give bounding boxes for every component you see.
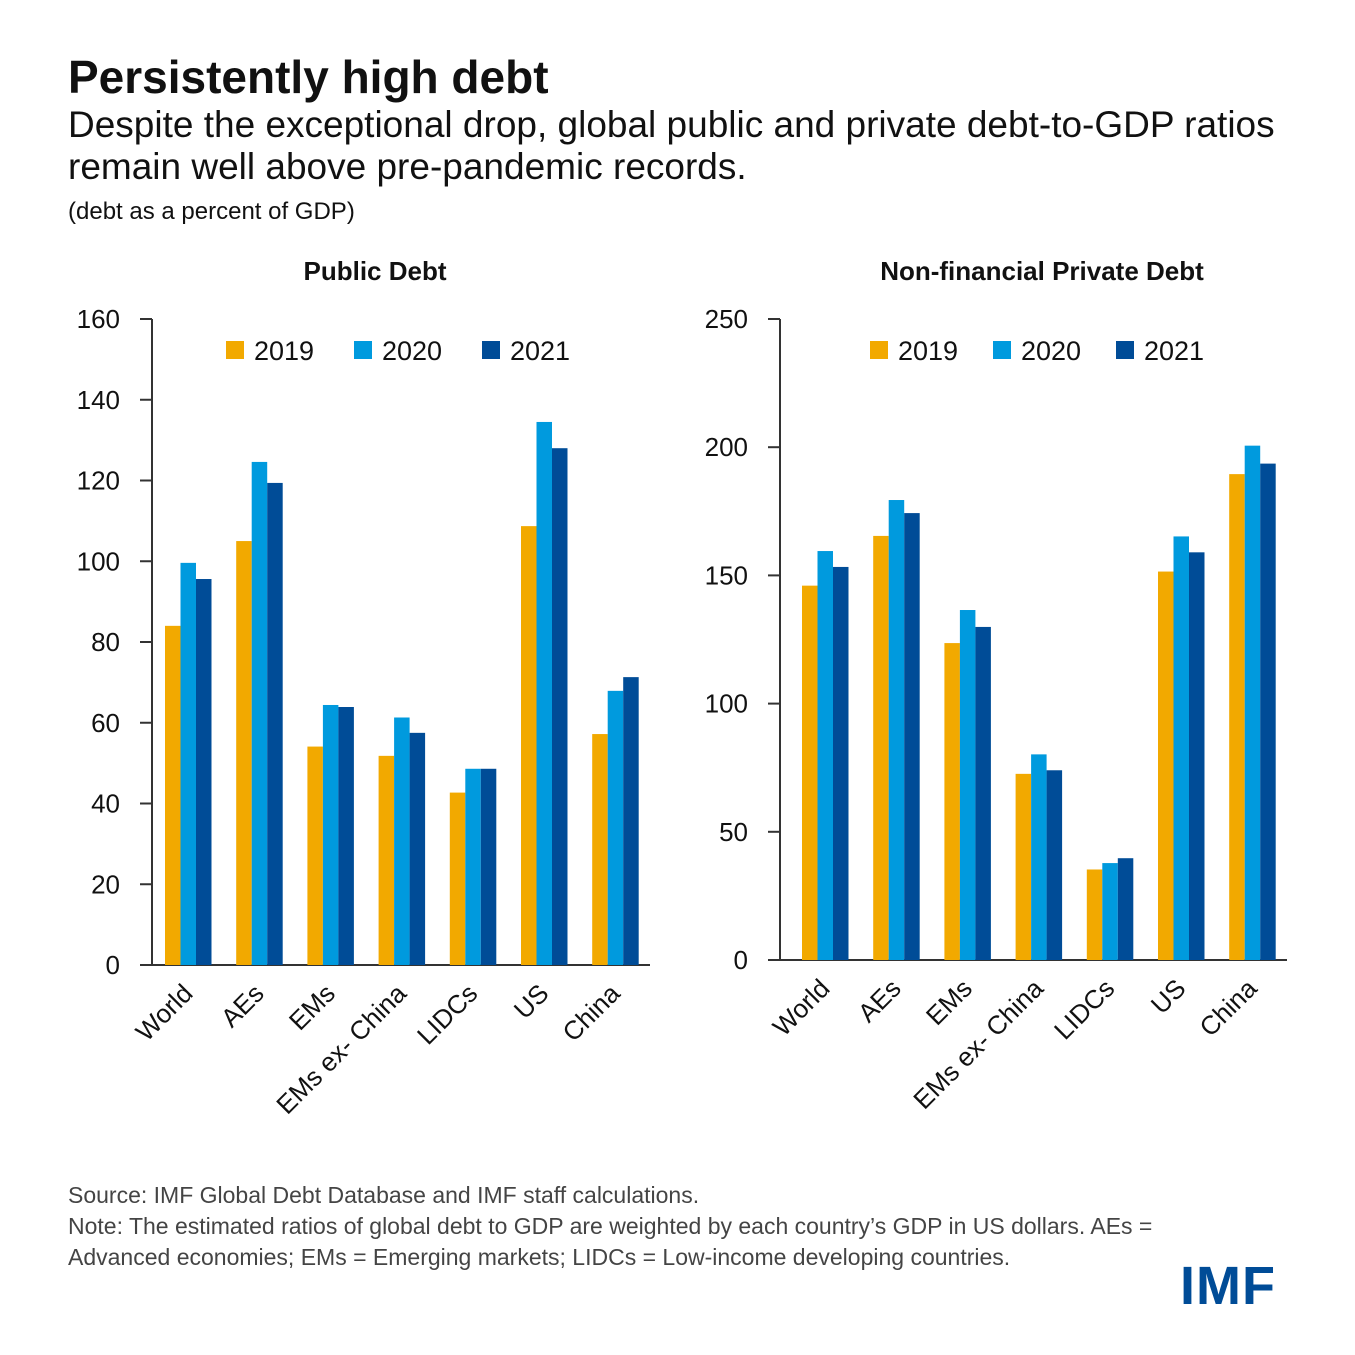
bar-2021-ems-ex-china bbox=[1046, 770, 1063, 960]
units-label: (debt as a percent of GDP) bbox=[68, 198, 355, 225]
y-tick-label: 160 bbox=[77, 304, 120, 334]
category-label: AEs bbox=[852, 973, 907, 1028]
y-tick-label: 0 bbox=[106, 950, 120, 980]
legend-label-2020: 2020 bbox=[1021, 336, 1081, 366]
bar-2021-china bbox=[623, 677, 639, 965]
bar-2020-ems bbox=[322, 704, 339, 965]
bar-2021-ems bbox=[338, 707, 354, 965]
legend-swatch-2021 bbox=[1116, 341, 1134, 359]
page-title: Persistently high debt bbox=[68, 51, 549, 103]
bar-2019-ems bbox=[307, 746, 323, 965]
legend-swatch-2019 bbox=[226, 341, 244, 359]
chart-title: Public Debt bbox=[303, 256, 446, 286]
y-tick-label: 0 bbox=[734, 945, 748, 975]
bar-2020-ems bbox=[959, 610, 976, 960]
bar-2020-us bbox=[536, 421, 552, 965]
bar-2021-ems-ex-china bbox=[409, 732, 426, 965]
y-tick-label: 250 bbox=[705, 304, 748, 334]
category-label: World bbox=[767, 973, 836, 1042]
category-label: LIDCs bbox=[1048, 973, 1120, 1045]
note-text: Note: The estimated ratios of global deb… bbox=[68, 1213, 1153, 1270]
bar-2019-world bbox=[165, 625, 181, 965]
bar-2020-lidcs bbox=[1102, 863, 1118, 960]
bar-2019-china bbox=[592, 734, 608, 965]
bar-2021-ems bbox=[975, 626, 991, 960]
y-tick-label: 50 bbox=[719, 817, 748, 847]
bar-2020-china bbox=[1244, 445, 1261, 960]
y-tick-label: 150 bbox=[705, 560, 748, 590]
bar-2019-lidcs bbox=[449, 792, 466, 965]
bar-2021-aes bbox=[904, 513, 920, 960]
bar-2019-world bbox=[802, 585, 818, 960]
legend-label-2021: 2021 bbox=[510, 336, 570, 366]
bar-2019-ems-ex-china bbox=[1015, 773, 1032, 960]
bar-2021-world bbox=[196, 579, 212, 965]
y-tick-label: 120 bbox=[77, 466, 120, 496]
category-label: EMs bbox=[283, 978, 341, 1036]
imf-logo: IMF bbox=[1180, 1256, 1276, 1316]
bar-2021-world bbox=[833, 566, 849, 960]
legend-swatch-2020 bbox=[354, 341, 372, 359]
bar-2019-ems-ex-china bbox=[378, 755, 395, 965]
chart-title: Non-financial Private Debt bbox=[880, 256, 1204, 286]
y-tick-label: 200 bbox=[705, 432, 748, 462]
category-label: China bbox=[556, 978, 626, 1048]
y-tick-label: 140 bbox=[77, 385, 120, 415]
legend-label-2019: 2019 bbox=[898, 336, 958, 366]
legend-swatch-2021 bbox=[482, 341, 500, 359]
category-label: US bbox=[508, 978, 555, 1025]
bar-2020-world bbox=[180, 562, 196, 965]
bar-2020-us bbox=[1173, 536, 1189, 960]
bar-2021-aes bbox=[267, 482, 283, 965]
bar-2019-us bbox=[1158, 571, 1174, 960]
category-label: China bbox=[1193, 973, 1263, 1043]
bar-2020-aes bbox=[888, 500, 905, 960]
y-tick-label: 100 bbox=[77, 546, 120, 576]
legend-swatch-2019 bbox=[870, 341, 888, 359]
y-tick-label: 80 bbox=[91, 627, 120, 657]
bar-2021-us bbox=[1189, 552, 1205, 960]
legend-swatch-2020 bbox=[993, 341, 1011, 359]
bar-2020-china bbox=[607, 690, 624, 965]
legend-label-2019: 2019 bbox=[254, 336, 314, 366]
category-label: EMs ex- China bbox=[907, 973, 1049, 1115]
bar-2019-china bbox=[1229, 474, 1245, 960]
legend-label-2020: 2020 bbox=[382, 336, 442, 366]
category-label: EMs ex- China bbox=[270, 978, 412, 1120]
bar-2019-aes bbox=[873, 535, 889, 960]
charts: Public Debt 0 20 40 60 80 100 120 140 160 2019 2020… bbox=[77, 256, 1287, 1120]
notes: Source: IMF Global Debt Database and IMF… bbox=[68, 1180, 1168, 1273]
bar-2020-aes bbox=[251, 461, 268, 965]
subtitle: Despite the exceptional drop, global pub… bbox=[68, 104, 1275, 187]
bar-2019-ems bbox=[944, 643, 960, 960]
y-tick-label: 100 bbox=[705, 689, 748, 719]
y-tick-label: 20 bbox=[91, 869, 120, 899]
source-text: Source: IMF Global Debt Database and IMF… bbox=[68, 1182, 700, 1208]
y-tick-label: 40 bbox=[91, 789, 120, 819]
bar-2021-us bbox=[552, 448, 568, 965]
bar-2020-lidcs bbox=[465, 768, 481, 965]
y-tick-label: 60 bbox=[91, 708, 120, 738]
category-label: World bbox=[130, 978, 199, 1047]
bar-2020-ems-ex-china bbox=[1031, 754, 1047, 960]
bar-2020-ems-ex-china bbox=[394, 717, 410, 965]
category-label: US bbox=[1145, 973, 1192, 1020]
bar-2021-china bbox=[1260, 463, 1276, 960]
bar-2021-lidcs bbox=[1117, 858, 1134, 960]
legend-label-2021: 2021 bbox=[1144, 336, 1204, 366]
bar-2019-lidcs bbox=[1086, 869, 1103, 960]
bar-2021-lidcs bbox=[480, 768, 497, 965]
bar-2020-world bbox=[817, 551, 833, 960]
bar-2019-aes bbox=[236, 541, 252, 965]
category-label: EMs bbox=[920, 973, 978, 1031]
category-label: AEs bbox=[215, 978, 270, 1033]
category-label: LIDCs bbox=[411, 978, 483, 1050]
bar-2019-us bbox=[521, 526, 537, 965]
